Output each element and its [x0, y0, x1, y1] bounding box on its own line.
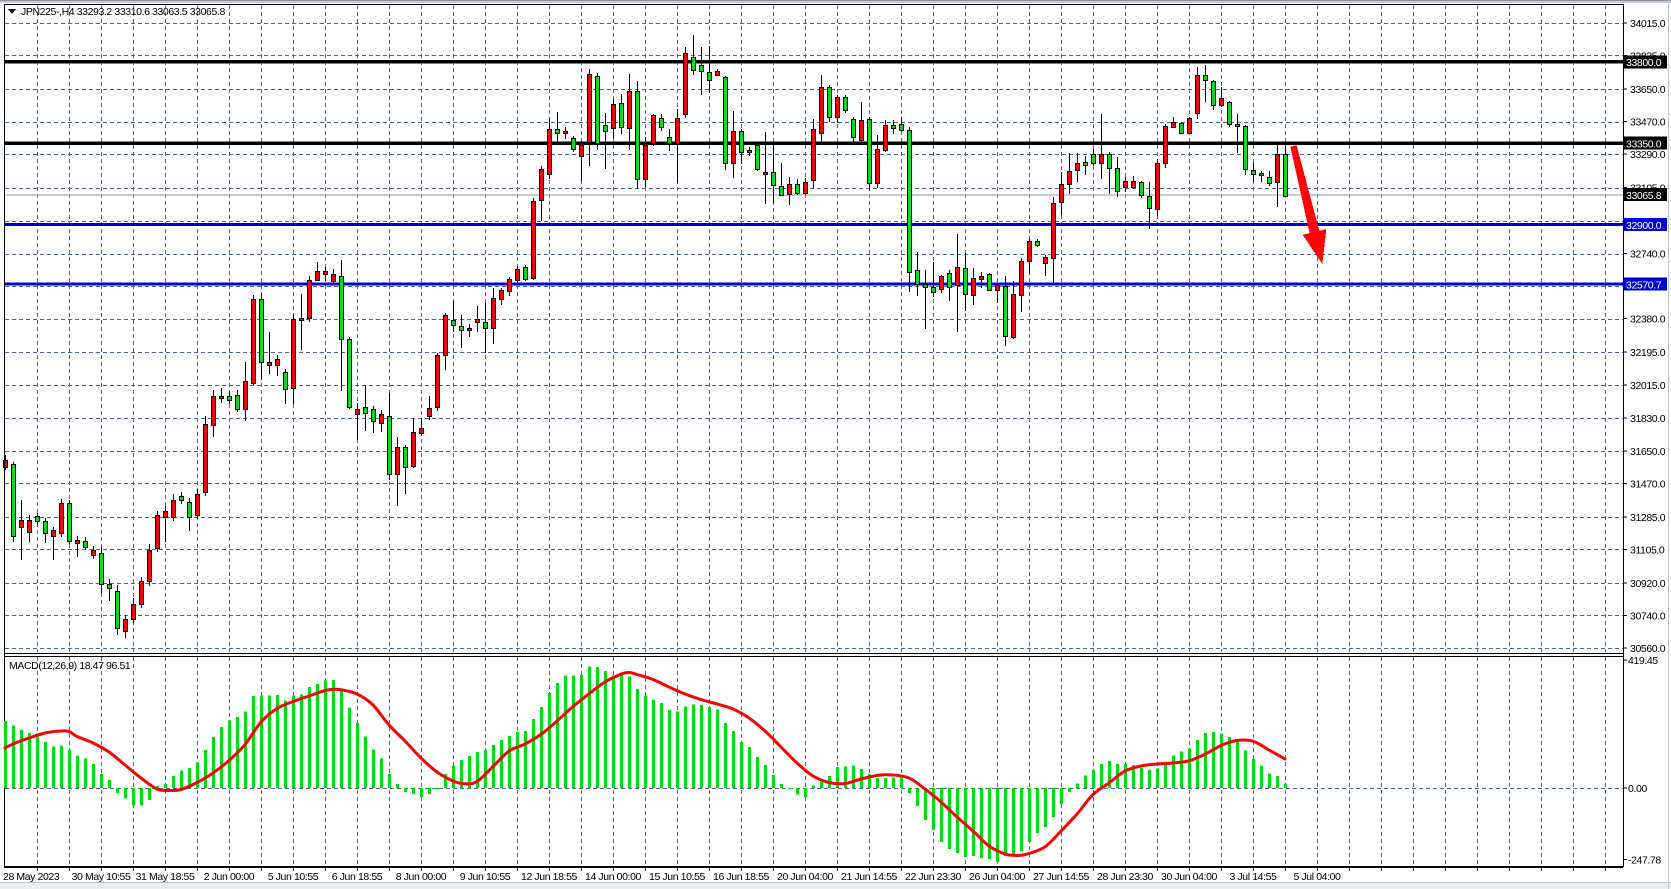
svg-text:21 Jun 14:55: 21 Jun 14:55: [841, 871, 897, 883]
svg-text:31470.0: 31470.0: [1630, 478, 1666, 490]
svg-text:30920.0: 30920.0: [1630, 578, 1666, 590]
svg-text:12 Jun 18:55: 12 Jun 18:55: [521, 871, 577, 883]
svg-text:9 Jun 10:55: 9 Jun 10:55: [460, 871, 511, 883]
svg-text:419.45: 419.45: [1628, 655, 1658, 667]
svg-text:32380.0: 32380.0: [1630, 314, 1666, 326]
svg-text:33065.8: 33065.8: [1626, 190, 1662, 202]
svg-text:3 Jul 14:55: 3 Jul 14:55: [1230, 871, 1278, 883]
svg-text:MACD(12,26,9) 18.47 96.51: MACD(12,26,9) 18.47 96.51: [9, 660, 131, 672]
svg-text:8 Jun 00:00: 8 Jun 00:00: [396, 871, 447, 883]
svg-text:0.00: 0.00: [1628, 783, 1647, 795]
svg-text:16 Jun 18:55: 16 Jun 18:55: [713, 871, 769, 883]
svg-text:22 Jun 23:30: 22 Jun 23:30: [905, 871, 961, 883]
svg-text:31 May 18:55: 31 May 18:55: [136, 871, 195, 883]
svg-text:31105.0: 31105.0: [1630, 544, 1665, 556]
svg-text:27 Jun 14:55: 27 Jun 14:55: [1033, 871, 1089, 883]
svg-text:34015.0: 34015.0: [1630, 18, 1666, 30]
svg-text:32570.7: 32570.7: [1626, 279, 1662, 291]
svg-text:32900.0: 32900.0: [1626, 220, 1662, 232]
svg-text:30 May 10:55: 30 May 10:55: [72, 871, 131, 883]
svg-text:6 Jun 18:55: 6 Jun 18:55: [332, 871, 383, 883]
svg-text:20 Jun 04:00: 20 Jun 04:00: [777, 871, 833, 883]
svg-text:30 Jun 04:00: 30 Jun 04:00: [1161, 871, 1217, 883]
svg-text:31830.0: 31830.0: [1630, 413, 1666, 425]
svg-text:5 Jul 04:00: 5 Jul 04:00: [1294, 871, 1342, 883]
svg-text:15 Jun 10:55: 15 Jun 10:55: [649, 871, 705, 883]
svg-text:28 Jun 23:30: 28 Jun 23:30: [1097, 871, 1153, 883]
svg-text:26 Jun 04:00: 26 Jun 04:00: [969, 871, 1025, 883]
svg-text:JPN225-,H4 33293.2 33310.6 33: JPN225-,H4 33293.2 33310.6 33063.5 33065…: [21, 6, 225, 18]
svg-text:-247.78: -247.78: [1628, 855, 1661, 867]
svg-text:30740.0: 30740.0: [1630, 610, 1666, 622]
svg-text:32195.0: 32195.0: [1630, 347, 1666, 359]
svg-text:14 Jun 00:00: 14 Jun 00:00: [585, 871, 641, 883]
svg-text:33290.0: 33290.0: [1630, 149, 1666, 161]
svg-text:33650.0: 33650.0: [1630, 84, 1666, 96]
svg-text:32740.0: 32740.0: [1630, 249, 1666, 261]
svg-text:31285.0: 31285.0: [1630, 512, 1666, 524]
svg-text:5 Jun 10:55: 5 Jun 10:55: [268, 871, 319, 883]
svg-text:33350.0: 33350.0: [1626, 138, 1662, 150]
svg-text:30560.0: 30560.0: [1630, 643, 1666, 655]
svg-text:2 Jun 00:00: 2 Jun 00:00: [204, 871, 255, 883]
svg-text:33470.0: 33470.0: [1630, 117, 1666, 129]
svg-text:32015.0: 32015.0: [1630, 380, 1666, 392]
svg-text:31650.0: 31650.0: [1630, 446, 1666, 458]
svg-text:33800.0: 33800.0: [1626, 57, 1662, 69]
svg-text:28 May 2023: 28 May 2023: [3, 871, 60, 883]
